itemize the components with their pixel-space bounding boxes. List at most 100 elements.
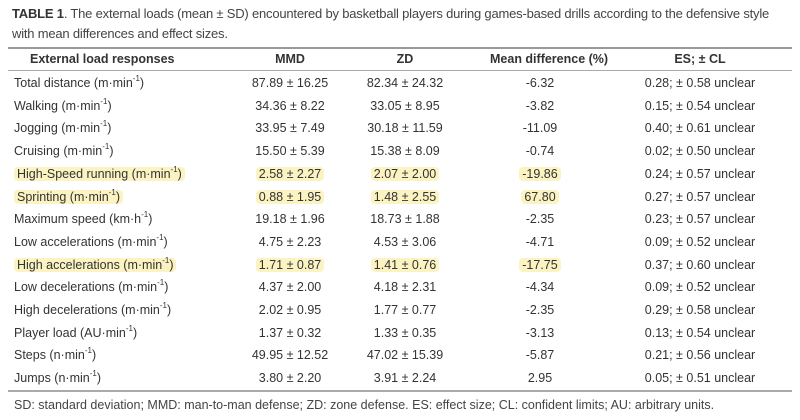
mean-difference-value: -19.86 [519, 166, 561, 181]
table-footnote: SD: standard deviation; MMD: man-to-man … [14, 398, 715, 412]
label-text: High-Speed running (m·min [17, 166, 171, 181]
table-row: Jumps (n·min-1) 3.80 ± 2.20 3.91 ± 2.24 2.9… [0, 367, 800, 389]
table-row: Low decelerations (m·min-1) 4.37 ± 2.00 4.… [0, 276, 800, 298]
mean-difference-value: -3.82 [525, 98, 555, 113]
table-row: Sprinting (m·min-1) 0.88 ± 1.95 1.48 ± 2.5… [0, 186, 800, 208]
mmd-value: 15.50 ± 5.39 [255, 144, 325, 159]
es-cl-value: 0.15; ± 0.54 unclear [644, 98, 756, 113]
unit-exponent: -1 [125, 323, 133, 333]
label-close: ) [91, 348, 97, 363]
header-zd: ZD [396, 52, 414, 66]
unit-exponent: -1 [156, 232, 164, 242]
mmd-value: 1.71 ± 0.87 [255, 257, 325, 272]
mmd-value: 87.89 ± 16.25 [251, 76, 329, 90]
label-close: ) [115, 189, 120, 204]
es-cl-value: 0.24; ± 0.57 unclear [644, 166, 756, 181]
es-cl-value: 0.13; ± 0.54 unclear [644, 325, 756, 340]
label-text: Player load (AU·min [14, 325, 126, 340]
label-text: Sprinting (m·min [17, 189, 109, 204]
zd-value: 4.18 ± 2.31 [373, 280, 437, 295]
table-row: Player load (AU·min-1) 1.37 ± 0.32 1.33 ± … [0, 322, 800, 344]
unit-exponent: -1 [100, 96, 108, 106]
table-row: High-Speed running (m·min-1) 2.58 ± 2.27 2… [0, 163, 800, 185]
mmd-value: 1.37 ± 0.32 [258, 325, 322, 340]
table-row: High accelerations (m·min-1) 1.71 ± 0.87 1… [0, 254, 800, 276]
table-row: Total distance (m·min-1) 87.89 ± 16.25 82.… [0, 72, 800, 94]
zd-value: 18.73 ± 1.88 [370, 212, 440, 227]
es-cl-value: 0.02; ± 0.50 unclear [644, 144, 756, 159]
mean-difference-value: -4.34 [525, 280, 555, 295]
table-caption: TABLE 1. The external loads (mean ± SD) … [12, 4, 792, 44]
unit-exponent: -1 [84, 346, 92, 356]
es-cl-value: 0.40; ± 0.61 unclear [644, 121, 756, 136]
zd-value: 30.18 ± 11.59 [367, 121, 443, 136]
zd-value: 1.48 ± 2.55 [370, 189, 440, 204]
mean-difference-value: -2.35 [525, 212, 555, 227]
es-cl-value: 0.05; ± 0.51 unclear [644, 371, 756, 386]
row-label: High accelerations (m·min-1) [14, 256, 177, 272]
mmd-value: 34.36 ± 8.22 [255, 98, 325, 113]
bottom-rule [8, 390, 792, 392]
row-label: Jogging (m·min-1) [14, 119, 111, 136]
mean-difference-value: -4.71 [525, 234, 555, 249]
row-label: Total distance (m·min-1) [14, 75, 145, 91]
zd-value: 4.53 ± 3.06 [373, 234, 437, 249]
mean-difference-value: -3.13 [525, 325, 555, 340]
unit-exponent: -1 [100, 119, 108, 129]
table-row: Walking (m·min-1) 34.36 ± 8.22 33.05 ± 8.9… [0, 95, 800, 117]
label-text: Maximum speed (km·h [14, 212, 142, 227]
es-cl-value: 0.09; ± 0.52 unclear [644, 280, 756, 295]
label-close: ) [96, 371, 102, 386]
label-close: ) [163, 234, 168, 249]
unit-exponent: -1 [108, 187, 116, 197]
zd-value: 15.38 ± 8.09 [370, 144, 440, 159]
zd-value: 2.07 ± 2.00 [370, 166, 440, 181]
caption-text: . The external loads (mean ± SD) encount… [12, 6, 770, 41]
es-cl-value: 0.21; ± 0.56 unclear [644, 348, 756, 363]
row-label: Sprinting (m·min-1) [14, 187, 123, 204]
label-text: High decelerations (m·min [14, 303, 160, 317]
mmd-value: 2.58 ± 2.27 [255, 166, 325, 181]
mmd-value: 2.02 ± 0.95 [258, 303, 322, 317]
label-close: ) [148, 212, 153, 227]
label-close: ) [169, 257, 174, 272]
row-label: Player load (AU·min-1) [14, 323, 137, 340]
table-row: Jogging (m·min-1) 33.95 ± 7.49 30.18 ± 11.… [0, 117, 800, 139]
header-rule [8, 70, 792, 71]
mmd-value: 4.75 ± 2.23 [258, 234, 322, 249]
mean-difference-value: -17.75 [519, 257, 561, 272]
unit-exponent: -1 [170, 164, 178, 174]
row-label: Jumps (n·min-1) [14, 369, 102, 386]
mmd-value: 49.95 ± 12.52 [251, 348, 329, 363]
unit-exponent: -1 [102, 142, 110, 152]
label-text: Jogging (m·min [14, 121, 101, 136]
header-es-cl: ES; ± CL [674, 52, 726, 66]
label-close: ) [139, 76, 145, 90]
label-text: Total distance (m·min [14, 76, 133, 90]
row-label: Low accelerations (m·min-1) [14, 232, 168, 249]
mean-difference-value: -0.74 [525, 144, 555, 159]
unit-exponent: -1 [157, 278, 165, 288]
table-row: Cruising (m·min-1) 15.50 ± 5.39 15.38 ± 8.… [0, 140, 800, 162]
unit-exponent: -1 [89, 369, 97, 379]
es-cl-value: 0.37; ± 0.60 unclear [644, 257, 756, 272]
mean-difference-value: -6.32 [525, 76, 555, 90]
table-header: External load responses MMD ZD Mean diff… [0, 48, 800, 70]
table-row: Low accelerations (m·min-1) 4.75 ± 2.23 4.… [0, 231, 800, 253]
label-close: ) [177, 166, 182, 181]
label-text: Walking (m·min [14, 98, 101, 113]
zd-value: 47.02 ± 15.39 [366, 348, 444, 363]
mmd-value: 4.37 ± 2.00 [258, 280, 322, 295]
mean-difference-value: -11.09 [522, 121, 558, 136]
top-rule [8, 47, 792, 49]
header-external-load: External load responses [30, 52, 175, 66]
unit-exponent: -1 [141, 210, 149, 220]
es-cl-value: 0.27; ± 0.57 unclear [644, 189, 756, 204]
header-mean-difference: Mean difference (%) [490, 52, 609, 66]
mmd-value: 0.88 ± 1.95 [255, 189, 325, 204]
es-cl-value: 0.28; ± 0.58 unclear [644, 76, 756, 90]
zd-value: 33.05 ± 8.95 [370, 98, 440, 113]
es-cl-value: 0.09; ± 0.52 unclear [644, 234, 756, 249]
label-close: ) [164, 280, 169, 295]
row-label: Cruising (m·min-1) [14, 142, 114, 159]
